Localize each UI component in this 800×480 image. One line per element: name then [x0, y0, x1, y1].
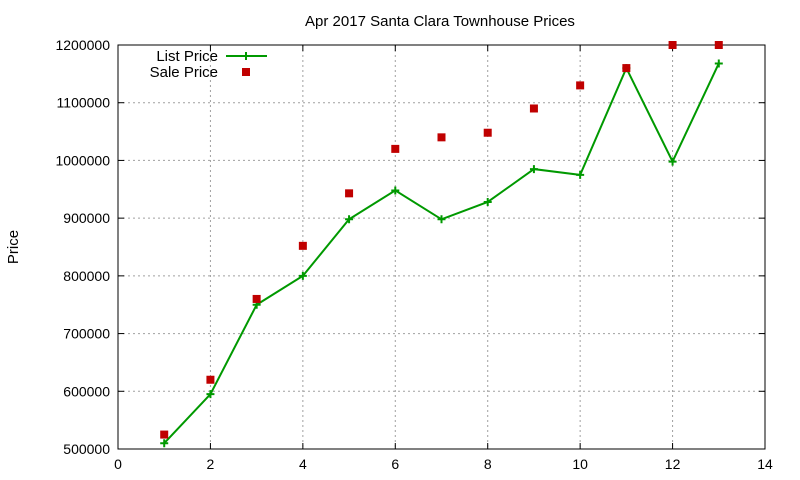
- sale-price-point: [206, 375, 215, 384]
- sale-price-point: [252, 294, 261, 303]
- y-axis-label: Price: [5, 230, 22, 264]
- grid: [118, 45, 765, 449]
- x-tick-label: 12: [665, 456, 681, 472]
- list-price-point: [529, 165, 538, 174]
- list-price-point: [714, 59, 723, 68]
- list-price-point: [483, 197, 492, 206]
- sale-price-point: [391, 144, 400, 153]
- sale-price-point: [298, 241, 307, 250]
- list-price-point: [576, 170, 585, 179]
- x-tick-label: 4: [299, 456, 307, 472]
- list-price-point: [437, 215, 446, 224]
- list-price-line: [163, 63, 720, 444]
- sale-price-point: [160, 430, 169, 439]
- sale-price-point: [437, 133, 446, 142]
- sale-price-point: [576, 81, 585, 90]
- sale-price-point: [483, 128, 492, 137]
- list-price-point: [391, 186, 400, 195]
- axis-ticks: 0 2 4 6 8 10 12 14 500000 600000 700000 800000 90000…: [55, 37, 773, 472]
- y-tick-label: 500000: [63, 441, 110, 457]
- sale-price-point: [668, 41, 677, 49]
- sale-price-point: [345, 189, 354, 198]
- plot-frame: [117, 44, 766, 450]
- legend-square-swatch: [242, 68, 250, 76]
- list-price-point: [160, 439, 169, 448]
- legend-plus-swatch: [242, 52, 250, 60]
- x-tick-label: 6: [391, 456, 399, 472]
- x-tick-label: 10: [572, 456, 588, 472]
- list-price-point: [206, 390, 215, 399]
- sale-price-point: [714, 41, 723, 49]
- y-tick-label: 1100000: [57, 95, 111, 111]
- x-tick-label: 14: [757, 456, 773, 472]
- y-tick-label: 1000000: [55, 152, 110, 168]
- sale-price-point: [622, 64, 631, 73]
- y-tick-label: 800000: [63, 268, 110, 284]
- legend-label: Sale Price: [150, 64, 218, 81]
- y-tick-label: 1200000: [55, 37, 110, 53]
- list-price-point: [298, 271, 307, 280]
- sale-price-point: [529, 104, 538, 113]
- series: [160, 41, 723, 448]
- series-1: [160, 41, 723, 439]
- series-0: [160, 59, 723, 448]
- list-price-point: [345, 215, 354, 224]
- list-price-point: [668, 157, 677, 166]
- y-tick-label: 600000: [63, 383, 110, 399]
- y-tick-label: 700000: [63, 326, 110, 342]
- x-tick-label: 8: [484, 456, 492, 472]
- x-tick-label: 0: [114, 456, 122, 472]
- legend-label: List Price: [156, 48, 218, 65]
- y-tick-label: 900000: [63, 210, 110, 226]
- chart-title: Apr 2017 Santa Clara Townhouse Prices: [305, 13, 575, 30]
- x-tick-label: 2: [207, 456, 215, 472]
